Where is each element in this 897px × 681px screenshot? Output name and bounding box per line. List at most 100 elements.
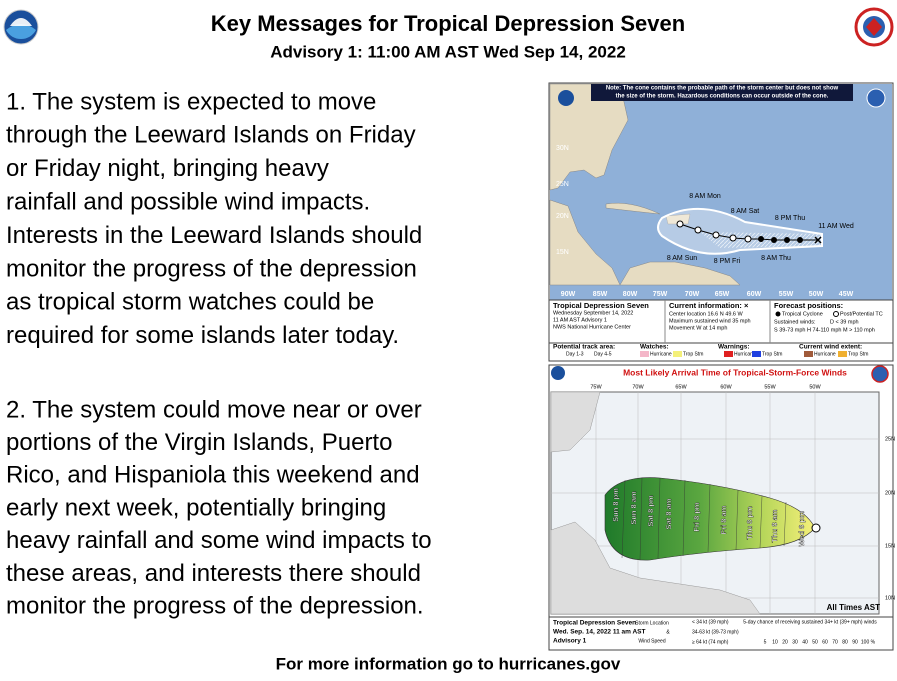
storm-info: Tropical Depression Seven (553, 301, 649, 310)
lon-label: 90W (561, 291, 576, 298)
scale-label: 10 (772, 639, 778, 645)
legend-text: Warnings: (718, 344, 750, 351)
scale-label: 70 (832, 639, 838, 645)
key-text: ≥ 64 kt (74 mph) (692, 639, 729, 645)
footer: For more information go to hurricanes.go… (276, 654, 621, 673)
scale-title: 5-day chance of receiving sustained 34+ … (743, 619, 877, 625)
current-info: Center location 16.6 N 49.6 W (669, 311, 743, 317)
storm-info: Wednesday September 14, 2022 (553, 310, 633, 316)
lon-label: 50W (809, 291, 824, 298)
scale-label: 60 (822, 639, 828, 645)
lat-label: 25N (885, 436, 895, 442)
scale-label: 80 (842, 639, 848, 645)
lat-label: 25N (556, 181, 569, 188)
advisory-info: Tropical Depression Seven (553, 620, 636, 627)
key-label: & (666, 629, 670, 635)
arrival-map (548, 364, 894, 651)
message-line: Interests in the Leeward Islands should (6, 222, 422, 249)
lon-label: 55W (779, 291, 794, 298)
lat-label: 10N (885, 595, 895, 601)
lon-label: 65W (675, 384, 687, 390)
legend-swatch (838, 351, 847, 357)
lon-label: 70W (632, 384, 644, 390)
message-line: these areas, and interests there should (6, 560, 421, 587)
legend-swatch (752, 351, 761, 357)
lon-label: 60W (747, 291, 762, 298)
lon-label: 60W (720, 384, 732, 390)
track-label: 8 AM Sat (731, 208, 759, 215)
scale-label: 20 (782, 639, 788, 645)
lon-label: 55W (764, 384, 776, 390)
key-text: < 34 kt (39 mph) (692, 619, 729, 625)
key-label: Storm Location (635, 620, 669, 626)
map-title: Most Likely Arrival Time of Tropical-Sto… (623, 367, 847, 377)
track-label: 8 AM Thu (761, 255, 791, 262)
message-line: Rico, and Hispaniola this weekend and (6, 462, 420, 489)
track-label: 8 AM Sun (667, 255, 697, 262)
legend-text: Trop Stm (848, 351, 868, 357)
map-note: the size of the storm. Hazardous conditi… (616, 94, 829, 100)
advisory-info: Wed. Sep. 14, 2022 11 am AST (553, 629, 646, 636)
message-line: 2. The system could move near or over (6, 396, 422, 423)
legend-text: Hurricane (734, 351, 756, 357)
legend-swatch (640, 351, 649, 357)
arrival-label: Thu 8 am (770, 509, 779, 542)
legend-text: Hurricane (814, 351, 836, 357)
track-label: 8 PM Fri (714, 258, 741, 265)
legend-text: Current wind extent: (799, 344, 862, 351)
symbol (833, 311, 839, 317)
forecast-info: S 39-73 mph H 74-110 mph M > 110 mph (774, 327, 875, 333)
arrival-label: Sat 8 am (664, 498, 673, 529)
legend-swatch (804, 351, 813, 357)
legend-swatch (673, 351, 682, 357)
scale-label: 100 % (861, 639, 876, 645)
storm-info: 11 AM AST Advisory 1 (553, 317, 607, 323)
legend-text: Hurricane (650, 351, 672, 357)
scale-label: 50 (812, 639, 818, 645)
current-title: Current information: × (669, 301, 749, 310)
track-label: 8 AM Mon (689, 193, 721, 200)
message-line: 1. The system is expected to move (6, 88, 376, 115)
symbol (775, 311, 781, 317)
message-line: rainfall and possible wind impacts. (6, 189, 370, 216)
scale-label: 90 (852, 639, 858, 645)
arrival-label: Thu 8 pm (745, 506, 754, 540)
arrival-map-text: Most Likely Arrival Time of Tropical-Sto… (553, 367, 895, 645)
title: Key Messages for Tropical Depression Sev… (211, 11, 685, 36)
forecast-info: D < 39 mph (830, 319, 859, 325)
key-text: 34-63 kt (39-73 mph) (692, 629, 739, 635)
message-line: early next week, potentially bringing (6, 494, 386, 521)
arrival-label: Wed 8 pm (797, 511, 806, 547)
current-info: Maximum sustained wind 35 mph (669, 318, 751, 324)
lon-label: 85W (593, 291, 608, 298)
cone-map-text: Note: The cone contains the probable pat… (553, 86, 883, 358)
legend-text: Watches: (640, 344, 669, 351)
message-line: monitor the progress of the depression (6, 255, 417, 282)
key-label: Wind Speed (638, 638, 665, 644)
message-line: as tropical storm watches could be (6, 289, 374, 316)
arrival-label: Fri 8 am (719, 505, 728, 534)
message-line: or Friday night, bringing heavy (6, 155, 329, 182)
arrival-label: Sun 8 pm (611, 488, 620, 522)
lat-label: 15N (556, 249, 569, 256)
arrival-label: Fri 8 pm (692, 502, 701, 532)
legend-text: Potential track area: (553, 344, 615, 351)
track-label: 8 PM Thu (775, 215, 805, 222)
lon-label: 65W (715, 291, 730, 298)
message-line: portions of the Virgin Islands, Puerto (6, 429, 392, 456)
scale-label: 5 (764, 639, 767, 645)
nws-logo (854, 7, 894, 47)
advisory-info: Advisory 1 (553, 638, 587, 645)
lon-label: 45W (839, 291, 854, 298)
legend-swatch (724, 351, 733, 357)
subtitle: Advisory 1: 11:00 AM AST Wed Sep 14, 202… (270, 42, 626, 61)
scale-label: 30 (792, 639, 798, 645)
times-note: All Times AST (827, 603, 880, 612)
lon-label: 75W (590, 384, 602, 390)
legend-text: Trop Stm (762, 351, 782, 357)
track-label: 11 AM Wed (818, 223, 854, 230)
map-note: Note: The cone contains the probable pat… (606, 86, 839, 92)
scale-label: 40 (802, 639, 808, 645)
lat-label: 30N (556, 145, 569, 152)
message-line: heavy rainfall and some wind impacts to (6, 527, 432, 554)
